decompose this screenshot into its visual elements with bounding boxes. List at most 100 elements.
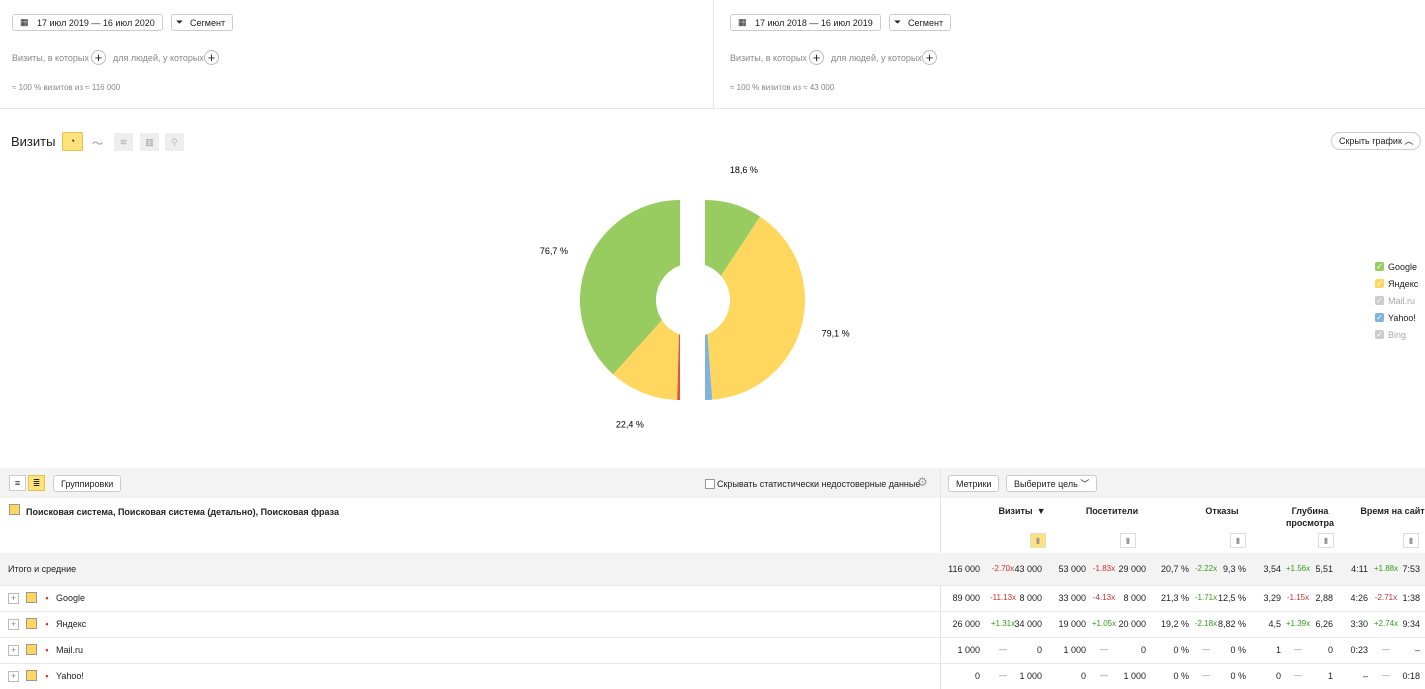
legend-label: Яндекс: [1388, 279, 1419, 289]
change-ratio: —: [1382, 671, 1390, 680]
metric-value: 8 000: [1019, 593, 1042, 603]
metric-value: 9:34: [1402, 619, 1420, 629]
metric-value: 1: [1327, 671, 1333, 681]
expand-button[interactable]: +: [8, 619, 19, 630]
row-checkbox[interactable]: [26, 618, 37, 629]
legend-checkbox[interactable]: ✓: [1375, 313, 1384, 322]
tree-view[interactable]: ≣: [28, 475, 45, 491]
legend-label: Yahoo!: [1388, 313, 1416, 323]
row-checkbox[interactable]: [26, 592, 37, 603]
chart-title: Визиты: [11, 134, 56, 149]
add-visit-condition[interactable]: +: [91, 50, 106, 65]
view-line[interactable]: 〜: [92, 138, 103, 150]
coverage: ≈ 100 % визитов из ≈ 43 000: [730, 83, 835, 92]
pie-slice: [705, 216, 805, 400]
date-range-button[interactable]: 17 июл 2019 — 16 июл 2020: [12, 14, 163, 31]
column-name[interactable]: Глубина просмотра: [1285, 506, 1335, 528]
people-where: для людей, у которых: [831, 53, 922, 63]
legend-checkbox[interactable]: ✓: [1375, 279, 1384, 288]
change-ratio: -4.13x: [1092, 593, 1116, 602]
change-ratio: -1.71x: [1194, 593, 1218, 602]
hide-unreliable-checkbox[interactable]: [705, 479, 715, 489]
add-people-condition[interactable]: +: [922, 50, 937, 65]
row-checkbox[interactable]: [26, 670, 37, 681]
expand-button[interactable]: +: [8, 645, 19, 656]
expand-button[interactable]: +: [8, 671, 19, 682]
chart-toggle[interactable]: ▮: [1120, 533, 1136, 548]
date-range-button[interactable]: 17 июл 2018 — 16 июл 2019: [730, 14, 881, 31]
hide-chart-button[interactable]: Скрыть график ︿: [1331, 132, 1422, 150]
chart-toggle[interactable]: ▮: [1403, 533, 1419, 548]
segment-icon: ⏷: [894, 17, 902, 27]
people-where: для людей, у которых: [113, 53, 204, 63]
add-visit-condition[interactable]: +: [809, 50, 824, 65]
settings-icon[interactable]: ⚙: [917, 475, 928, 489]
metric-value: 4:11: [1351, 564, 1368, 574]
slice-label: 18,6 %: [730, 165, 758, 175]
goal-button[interactable]: Выберите цель ﹀: [1006, 475, 1098, 492]
metric-value: 1: [1275, 645, 1281, 655]
donut-hole: [656, 263, 730, 337]
column-name[interactable]: Отказы: [1205, 506, 1239, 516]
change-ratio: -11.13x: [989, 593, 1017, 602]
sort-indicator[interactable]: ▼: [1036, 506, 1046, 516]
pie-chart: 76,7 % 22,4 % 18,6 % 79,1 %: [540, 165, 850, 430]
slice-label: 76,7 %: [540, 246, 568, 256]
metric-value: 20,7 %: [1160, 564, 1189, 574]
column-name[interactable]: Визиты: [998, 506, 1033, 516]
metric-value: 29 000: [1118, 564, 1146, 574]
chart-toggle[interactable]: ▮: [1230, 533, 1246, 548]
pie-slice: [580, 200, 680, 375]
row-label: Mail.ru: [56, 645, 84, 655]
metric-value: 5,51: [1315, 564, 1333, 574]
view-bars[interactable]: ▥: [140, 133, 159, 151]
metric-value: 0: [1327, 645, 1333, 655]
add-people-condition[interactable]: +: [204, 50, 219, 65]
metric-value: 19,2 %: [1160, 619, 1189, 629]
view-pie[interactable]: ◔: [62, 132, 83, 151]
groupings-button[interactable]: Группировки: [53, 475, 122, 492]
metric-value: 26 000: [952, 619, 980, 629]
column-name[interactable]: Посетители: [1085, 506, 1139, 516]
metric-value: 3:30: [1350, 619, 1368, 629]
change-ratio: —: [1294, 671, 1302, 680]
chart-toggle[interactable]: ▮: [1030, 533, 1046, 548]
metric-value: 4,5: [1268, 619, 1281, 629]
dimensions-checkbox[interactable]: [9, 504, 20, 515]
metric-value: 1 000: [1019, 671, 1042, 681]
chart-toggle[interactable]: ▮: [1318, 533, 1334, 548]
view-area[interactable]: ≋: [114, 133, 133, 151]
dimensions: Поисковая система, Поисковая система (де…: [26, 507, 339, 517]
segment-button[interactable]: Сегмент: [889, 14, 952, 31]
metric-value: 0 %: [1230, 671, 1246, 681]
row-separator: [0, 585, 1425, 586]
change-ratio: —: [1100, 645, 1108, 654]
slice-label: 79,1 %: [822, 329, 850, 339]
legend-checkbox[interactable]: ✓: [1375, 296, 1384, 305]
source-icon: •: [45, 645, 49, 655]
row-separator: [0, 637, 1425, 638]
expand-button[interactable]: +: [8, 593, 19, 604]
segment-icon: ⏷: [176, 17, 184, 27]
hide-chart-label: Скрыть график: [1339, 136, 1402, 146]
visits-where: Визиты, в которых: [730, 53, 807, 63]
row-checkbox[interactable]: [26, 644, 37, 655]
metric-value: 0: [1275, 671, 1281, 681]
metrics-button[interactable]: Метрики: [948, 475, 1000, 492]
metric-value: 0 %: [1230, 645, 1246, 655]
row-separator: [0, 611, 1425, 612]
visits-where: Визиты, в которых: [12, 53, 89, 63]
list-view[interactable]: ≡: [9, 475, 26, 491]
metric-value: 2,88: [1315, 593, 1333, 603]
view-map[interactable]: ⚲: [165, 133, 184, 151]
legend-checkbox[interactable]: ✓: [1375, 330, 1384, 339]
legend-checkbox[interactable]: ✓: [1375, 262, 1384, 271]
metric-value: 0 %: [1173, 645, 1189, 655]
segment-button[interactable]: Сегмент: [171, 14, 234, 31]
metric-value: 0:18: [1402, 671, 1420, 681]
column-header: Визиты ▼: [987, 505, 1057, 517]
metric-value: 1 000: [1123, 671, 1146, 681]
column-header: Отказы: [1187, 505, 1257, 517]
change-ratio: -2.70x: [991, 564, 1015, 573]
column-name[interactable]: Время на сайте: [1360, 506, 1425, 516]
